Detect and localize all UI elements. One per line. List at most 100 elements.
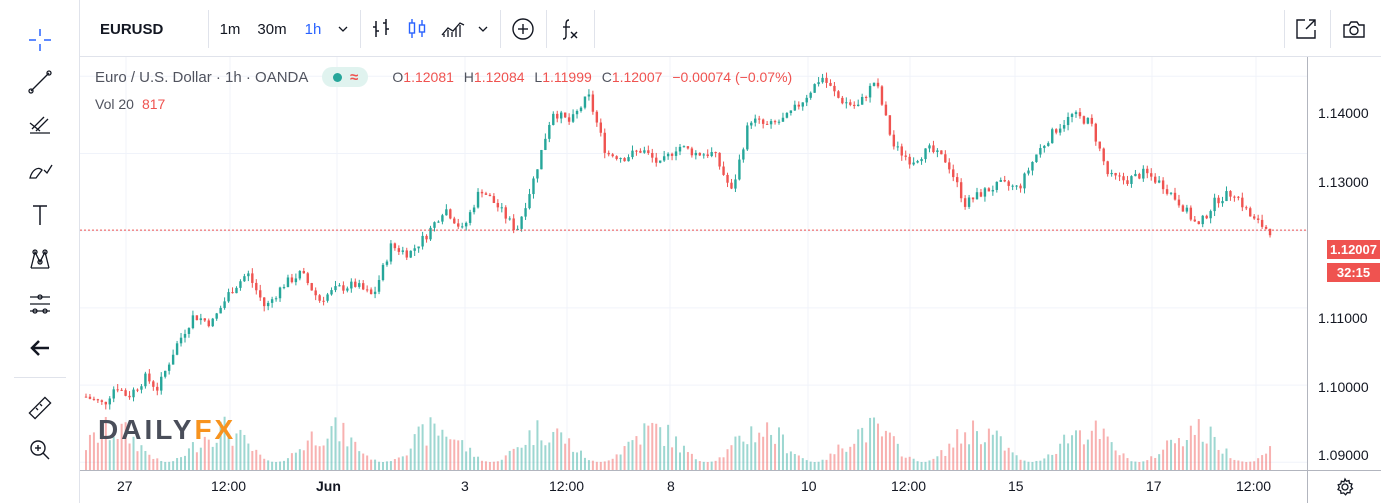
time-tick: Jun [316, 478, 341, 494]
candle-body [1051, 129, 1054, 144]
volume-bar [548, 442, 551, 470]
text-icon[interactable] [0, 195, 80, 235]
back-arrow-icon[interactable] [0, 328, 80, 368]
brush-icon[interactable] [0, 150, 80, 190]
volume-bar [342, 422, 345, 470]
candle-body [571, 114, 575, 122]
volume-bar [817, 461, 820, 470]
volume-bar [1055, 453, 1058, 470]
volume-bar [849, 446, 852, 470]
volume-bar [1130, 461, 1133, 470]
volume-bar [1154, 457, 1157, 470]
measure-tools-icon[interactable] [0, 284, 80, 324]
volume-bar [778, 427, 780, 470]
volume-bar [1122, 453, 1125, 470]
interval-30m-button[interactable]: 30m [257, 20, 287, 38]
volume-bar [785, 453, 788, 470]
volume-bar [211, 446, 214, 470]
candle-body [579, 107, 583, 111]
symbol-search-button[interactable]: EURUSD [100, 20, 164, 38]
market-status-badge[interactable]: ≈ [322, 67, 369, 87]
candle-body [136, 389, 139, 391]
volume-bar [1158, 454, 1161, 470]
candlestick-chart[interactable] [80, 57, 1307, 470]
candle-body [659, 160, 662, 163]
volume-bar [231, 445, 234, 470]
zoom-in-icon[interactable] [0, 430, 80, 470]
volume-bar [1170, 439, 1173, 470]
candle-body [928, 145, 931, 149]
settings-gear-icon[interactable] [1307, 470, 1381, 503]
candle-body [1249, 208, 1252, 217]
volume-bar [1007, 447, 1010, 470]
candle-body [183, 333, 187, 338]
candle-body [706, 154, 709, 157]
crosshair-icon[interactable] [0, 20, 80, 60]
candle-body [959, 182, 963, 199]
trend-line-icon[interactable] [0, 62, 80, 102]
volume-bar [148, 454, 151, 470]
ruler-icon[interactable] [0, 388, 80, 428]
area-chart-icon[interactable] [436, 10, 470, 48]
top-toolbar: EURUSD 1m 30m 1h [80, 0, 1381, 57]
add-compare-icon[interactable] [504, 10, 542, 48]
volume-bar [393, 459, 396, 470]
candle-body [405, 250, 408, 258]
volume-bar [92, 432, 95, 470]
pattern-icon[interactable] [0, 240, 80, 280]
interval-1h-button[interactable]: 1h [304, 20, 322, 38]
volume-bar [572, 451, 575, 470]
candle-body [112, 389, 115, 399]
candle-body [1193, 219, 1196, 222]
candle-body [1055, 129, 1058, 133]
candle-body [397, 248, 401, 252]
candle-body [1181, 205, 1185, 212]
candle-body [445, 209, 448, 216]
time-tick: 12:00 [891, 478, 927, 494]
candle-body [607, 152, 610, 155]
volume-bar [302, 450, 305, 470]
volume-bar [532, 445, 535, 470]
volume-bar [385, 461, 388, 470]
fib-icon[interactable] [0, 105, 80, 145]
fullscreen-icon[interactable] [1288, 10, 1324, 48]
volume-bar [457, 440, 460, 470]
candle-body [468, 212, 472, 223]
volume-bar [1269, 446, 1272, 470]
volume-bar [679, 452, 681, 470]
volume-label: Vol 20 [95, 96, 134, 112]
chart-type-chevron-down-icon[interactable] [472, 10, 494, 48]
candle-body [1150, 173, 1153, 177]
interval-dropdown-chevron-icon[interactable] [332, 10, 354, 48]
volume-bar [484, 461, 487, 470]
chart-pane[interactable] [80, 57, 1307, 470]
volume-bar [520, 447, 523, 470]
volume-bar [552, 431, 555, 470]
candle-body [567, 117, 571, 122]
camera-icon[interactable] [1336, 10, 1372, 48]
candle-body [924, 148, 927, 160]
time-axis[interactable] [80, 470, 1307, 503]
volume-bar [271, 461, 274, 470]
indicators-icon[interactable] [550, 10, 588, 48]
volume-bar [516, 447, 519, 470]
volume-bar [1063, 434, 1066, 470]
candle-body [983, 188, 987, 197]
candle-body [148, 373, 151, 382]
candle-body [821, 77, 824, 83]
volume-bar [821, 459, 824, 470]
candle-body [714, 152, 717, 154]
bar-chart-icon[interactable] [364, 10, 398, 48]
candle-body [872, 82, 876, 86]
time-tick: 12:00 [211, 478, 247, 494]
candle-body [409, 250, 412, 258]
candle-body [1256, 218, 1260, 220]
candles-icon[interactable] [400, 10, 434, 48]
volume-bar [750, 426, 753, 470]
volume-bar [1162, 449, 1165, 470]
candle-body [726, 174, 729, 183]
candle-body [841, 97, 844, 104]
volume-bar [580, 450, 582, 470]
volume-bar [528, 430, 531, 470]
interval-1m-button[interactable]: 1m [219, 20, 241, 38]
